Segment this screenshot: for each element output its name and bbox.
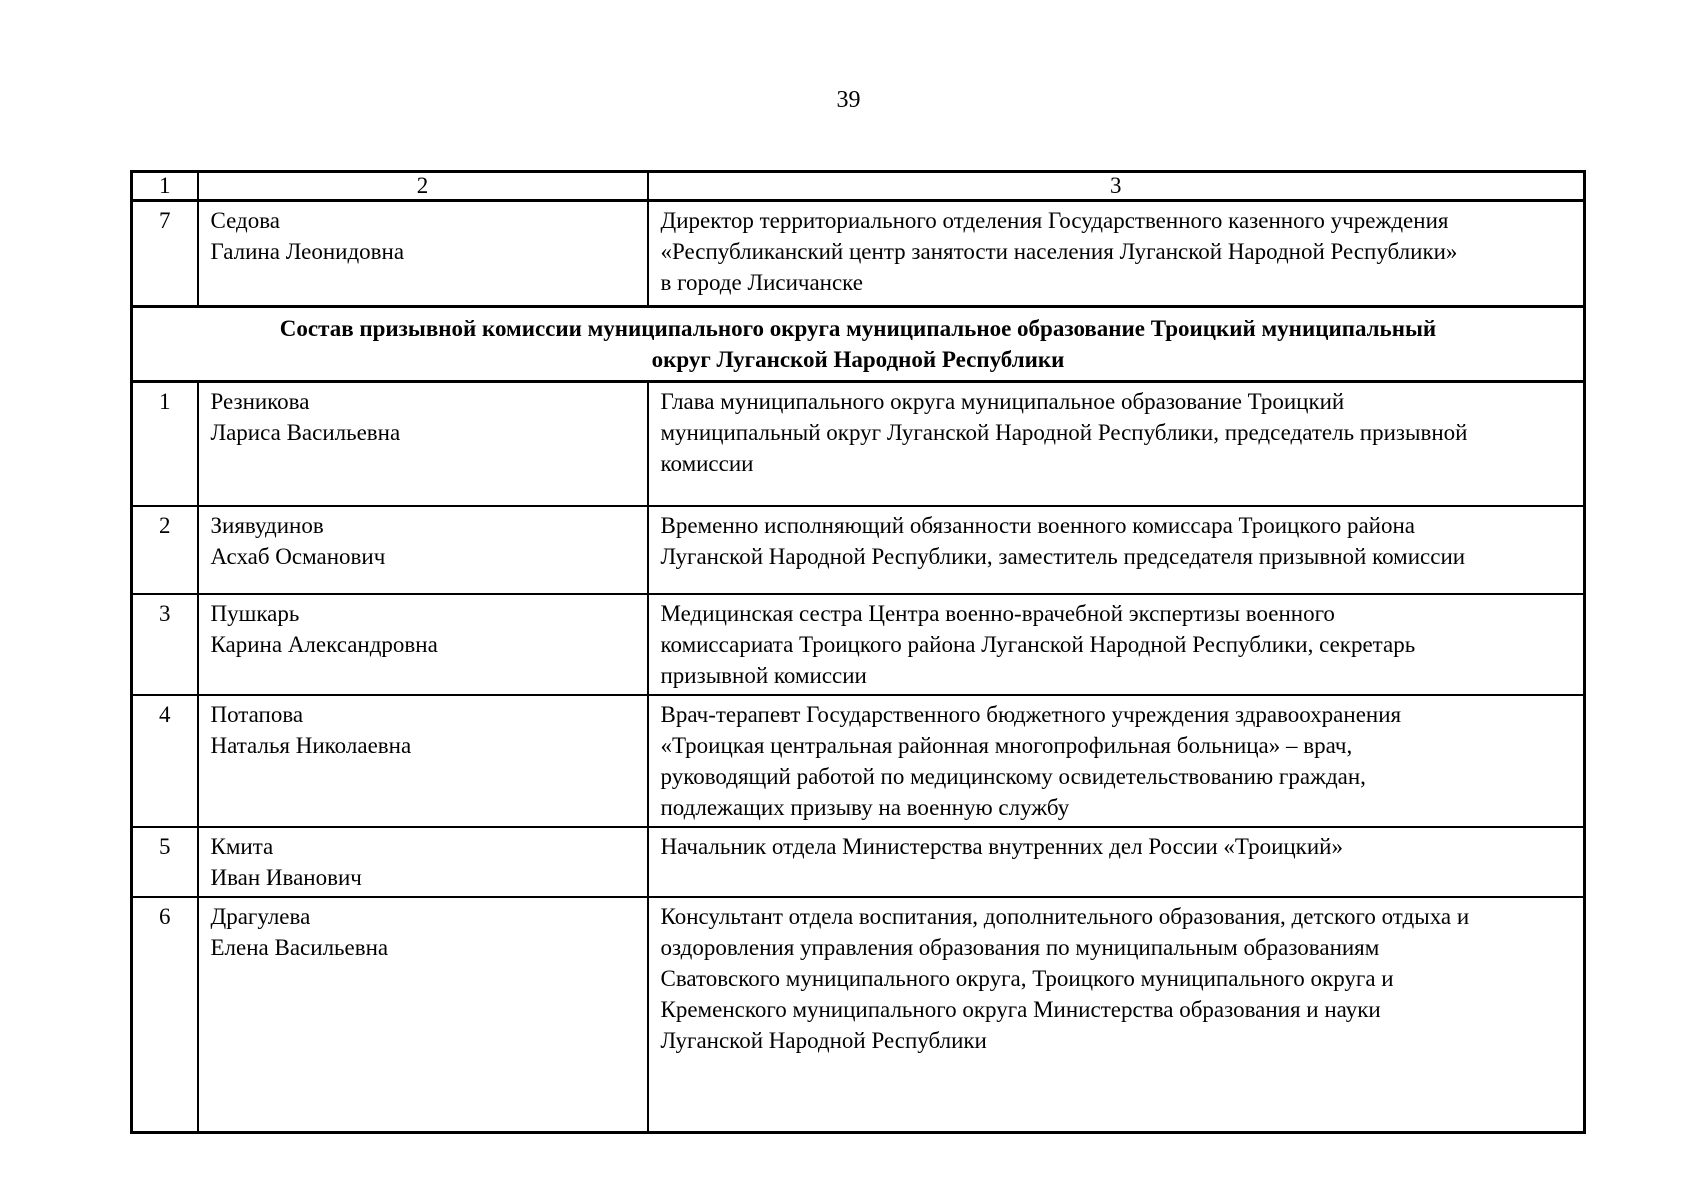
row-number-cell: 3 <box>130 592 199 696</box>
table-row: 1 Резникова Лариса Васильевна Глава муни… <box>130 380 1586 507</box>
table-row: 2 Зиявудинов Асхаб Османович Временно ис… <box>130 504 1586 595</box>
given-name: Наталья Николаевна <box>210 732 412 758</box>
name-cell: Седова Галина Леонидовна <box>196 199 649 308</box>
section-header-row: Состав призывной комиссии муниципального… <box>130 305 1586 383</box>
given-name: Галина Леонидовна <box>210 239 405 264</box>
table-column-header-row: 1 2 3 <box>130 170 1586 202</box>
position-text: Начальник отдела Министерства внутренних… <box>660 833 1343 859</box>
position-text: Врач-терапевт Государственного бюджетног… <box>660 701 1402 820</box>
column-header-2: 2 <box>196 170 649 202</box>
position-cell: Консультант отдела воспитания, дополните… <box>646 895 1586 1134</box>
name-cell: Зиявудинов Асхаб Османович <box>196 504 649 595</box>
given-name: Лариса Васильевна <box>210 420 401 445</box>
section-title-line-1: Состав призывной комиссии муниципального… <box>279 316 1437 341</box>
name-cell: Резникова Лариса Васильевна <box>196 380 649 507</box>
surname: Пушкарь <box>210 600 300 626</box>
section-title-cell: Состав призывной комиссии муниципального… <box>130 305 1586 383</box>
position-cell: Врач-терапевт Государственного бюджетног… <box>646 693 1586 828</box>
position-cell: Медицинская сестра Центра военно-врачебн… <box>646 592 1586 696</box>
surname: Зиявудинов <box>210 512 324 538</box>
commission-table: 1 2 3 7 Седова Галина Леонидовна Директо… <box>130 170 1586 1134</box>
row-number-cell: 2 <box>130 504 199 595</box>
given-name: Елена Васильевна <box>210 934 389 960</box>
surname: Кмита <box>210 833 274 859</box>
position-text: Медицинская сестра Центра военно-врачебн… <box>660 600 1416 688</box>
column-header-3: 3 <box>646 170 1586 202</box>
position-text: Временно исполняющий обязанности военног… <box>660 512 1466 569</box>
column-header-1: 1 <box>130 170 199 202</box>
position-cell: Директор территориального отделения Госу… <box>646 199 1586 308</box>
row-number-cell: 1 <box>130 380 199 507</box>
position-text: Глава муниципального округа муниципально… <box>660 389 1468 476</box>
name-cell: Драгулева Елена Васильевна <box>196 895 649 1134</box>
surname: Драгулева <box>210 903 311 929</box>
name-cell: Потапова Наталья Николаевна <box>196 693 649 828</box>
row-number-cell: 5 <box>130 825 199 898</box>
position-cell: Начальник отдела Министерства внутренних… <box>646 825 1586 898</box>
table-row: 6 Драгулева Елена Васильевна Консультант… <box>130 895 1586 1134</box>
position-cell: Глава муниципального округа муниципально… <box>646 380 1586 507</box>
table-row: 7 Седова Галина Леонидовна Директор терр… <box>130 199 1586 308</box>
position-text: Директор территориального отделения Госу… <box>660 208 1458 295</box>
surname: Седова <box>210 208 281 233</box>
given-name: Карина Александровна <box>210 631 438 657</box>
row-number-cell: 7 <box>130 199 199 308</box>
position-text: Консультант отдела воспитания, дополните… <box>660 903 1470 1053</box>
name-cell: Пушкарь Карина Александровна <box>196 592 649 696</box>
row-number-cell: 6 <box>130 895 199 1134</box>
section-title-line-2: округ Луганской Народной Республики <box>651 347 1065 372</box>
position-cell: Временно исполняющий обязанности военног… <box>646 504 1586 595</box>
surname: Потапова <box>210 701 304 727</box>
row-number-cell: 4 <box>130 693 199 828</box>
given-name: Иван Иванович <box>210 864 362 890</box>
name-cell: Кмита Иван Иванович <box>196 825 649 898</box>
given-name: Асхаб Османович <box>210 543 386 569</box>
table-row: 4 Потапова Наталья Николаевна Врач-терап… <box>130 693 1586 828</box>
surname: Резникова <box>210 389 310 414</box>
table-row: 5 Кмита Иван Иванович Начальник отдела М… <box>130 825 1586 898</box>
page-number: 39 <box>836 87 861 113</box>
table-row: 3 Пушкарь Карина Александровна Медицинск… <box>130 592 1586 696</box>
